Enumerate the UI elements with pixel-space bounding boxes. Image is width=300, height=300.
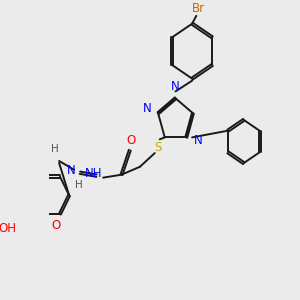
Text: H: H	[51, 144, 59, 154]
Text: OH: OH	[0, 222, 16, 235]
Text: H: H	[75, 181, 83, 190]
Text: N: N	[143, 102, 152, 115]
Text: N: N	[171, 80, 180, 93]
Text: O: O	[127, 134, 136, 147]
Text: Br: Br	[192, 2, 206, 15]
Text: N: N	[67, 164, 76, 177]
Text: O: O	[51, 219, 60, 232]
Text: N: N	[194, 134, 202, 147]
Text: S: S	[154, 141, 162, 154]
Text: NH: NH	[85, 167, 102, 180]
